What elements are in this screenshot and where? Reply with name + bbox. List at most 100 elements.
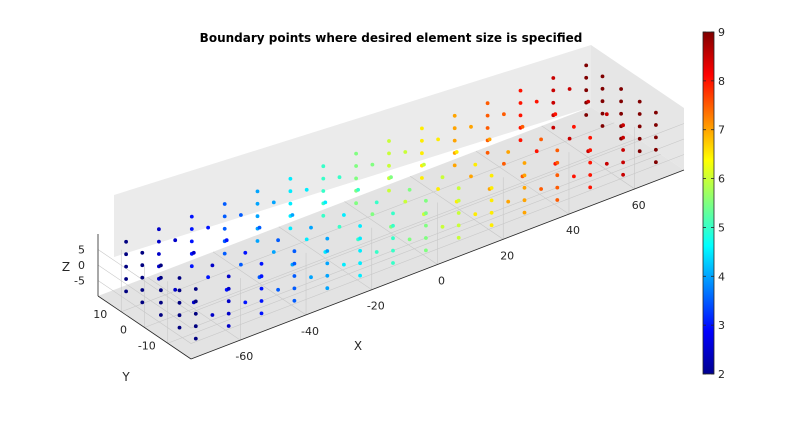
data-point [485,150,490,155]
data-point [391,223,395,228]
data-point [572,124,576,129]
data-point [452,126,457,131]
data-point [654,135,658,140]
data-point [243,300,248,305]
data-point [555,160,560,165]
colorbar-tick-label: 4 [718,270,725,283]
data-point [588,148,593,153]
data-point [619,99,623,104]
data-point [358,273,362,278]
data-point [323,200,328,205]
colorbar-ticks: 2 3 4 5 6 7 8 9 [703,26,725,381]
data-point [321,176,326,181]
data-point [309,225,313,230]
data-point [189,214,194,219]
data-point [140,263,145,268]
data-point [489,223,494,228]
data-point [140,300,145,305]
data-point [619,87,623,91]
data-point [304,237,309,242]
data-point [255,189,260,194]
data-point [551,100,556,105]
data-point [621,172,625,177]
data-point [255,214,260,219]
data-point [370,212,375,217]
data-point [387,139,391,143]
data-point [584,88,589,93]
data-point [654,147,658,152]
data-point [424,211,428,216]
data-point [485,113,490,118]
scatter-points [124,63,658,341]
data-point [159,300,163,305]
data-point [489,186,494,190]
data-point [485,126,490,130]
data-point [255,201,260,206]
data-point [259,299,264,303]
data-point [189,227,194,231]
data-point [621,135,625,140]
data-point [159,313,163,317]
z-tick-label: -5 [74,275,85,288]
data-point [422,162,426,167]
data-point [124,252,128,257]
data-point [600,74,605,79]
data-point [124,264,128,269]
data-point [189,239,194,244]
data-point [456,186,461,191]
data-point [173,238,178,243]
data-point [173,287,178,292]
data-point [177,276,182,280]
data-point [588,185,593,190]
data-point [157,227,161,232]
data-point [124,239,128,244]
data-point [621,148,625,152]
data-point [522,161,527,165]
axis-ticks: -60 -40 -20 0 20 40 60 -10 0 10 -5 0 5 [74,199,646,363]
data-point [469,124,473,129]
data-point [354,151,358,156]
data-point [210,313,215,317]
data-point [407,187,412,192]
data-point [407,237,412,242]
data-point [586,99,591,104]
data-point [276,287,280,292]
x-tick-label: 0 [438,275,445,288]
y-axis-line [97,295,192,360]
data-point [604,161,609,166]
data-point [358,261,362,266]
data-point [506,150,511,154]
data-point [487,137,492,142]
colorbar-tick-label: 2 [718,368,725,381]
y-tick-label: -10 [138,339,156,352]
data-point [567,136,572,141]
data-point [226,286,231,291]
data-point [391,236,395,241]
colorbar-tick-label: 3 [718,319,725,332]
data-point [539,187,543,191]
data-point [539,137,543,142]
y-axis-label: Y [121,370,130,384]
data-point [584,63,589,68]
data-point [226,311,231,316]
x-tick-label: -60 [235,350,253,363]
data-point [193,324,198,329]
data-point [600,111,605,116]
data-point [354,176,358,181]
x-tick-label: -20 [367,300,385,313]
data-point [452,113,457,118]
colorbar-tick-label: 8 [718,75,725,88]
data-point [321,213,326,218]
data-point [288,201,293,206]
data-point [436,187,440,191]
data-point [140,250,145,255]
data-point [551,76,556,80]
data-point [555,185,560,190]
y-tick-label: 0 [120,324,127,337]
data-point [520,124,525,129]
data-point [621,160,625,165]
data-point [193,336,198,341]
data-point [374,200,379,205]
data-point [259,261,264,266]
data-point [489,210,494,215]
